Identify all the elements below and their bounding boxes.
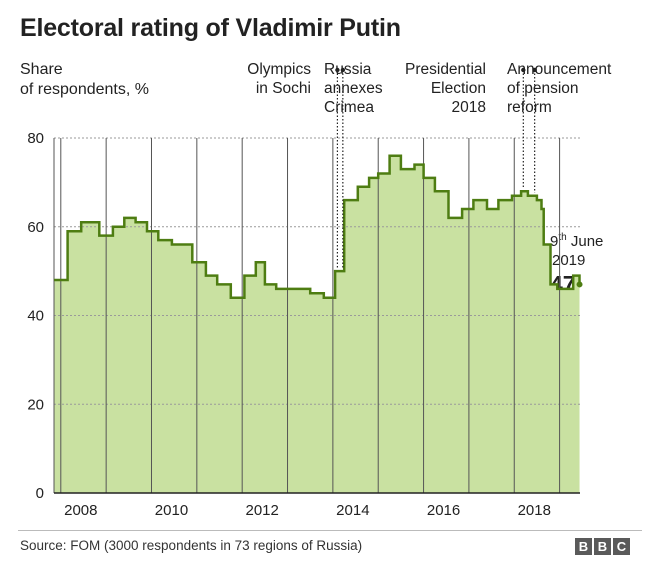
x-tick-label: 2008: [64, 502, 97, 519]
bbc-logo-letter: B: [575, 538, 592, 555]
y-tick-label: 0: [36, 485, 44, 502]
annotation-election-line: Election: [430, 80, 486, 97]
annotation-dot: [521, 67, 526, 73]
annotation-dot: [335, 67, 340, 73]
annotation-crimea: Russia annexes Crimea: [324, 60, 383, 117]
latest-point-marker: [576, 281, 583, 288]
annotation-dot: [340, 67, 346, 73]
latest-date-label: 9th June 2019: [550, 228, 603, 270]
y-tick-label: 40: [27, 308, 44, 325]
x-tick-label: 2010: [155, 502, 188, 519]
annotation-pension: Announcement of pension reform: [507, 60, 611, 117]
bbc-logo-letter: B: [594, 538, 611, 555]
x-tick-label: 2018: [518, 502, 551, 519]
annotation-olympics: Olympics in Sochi: [247, 60, 311, 98]
annotation-election: Presidential Election 2018: [405, 60, 486, 117]
y-axis-label-line-2: of respondents, %: [20, 81, 149, 98]
latest-day: 9: [550, 233, 559, 250]
latest-year: 2019: [552, 252, 586, 269]
rating-area: [54, 155, 580, 494]
annotation-olympics-line: in Sochi: [255, 80, 311, 97]
annotation-crimea-line: Crimea: [324, 99, 374, 116]
chart-title: Electoral rating of Vladimir Putin: [20, 14, 401, 42]
y-tick-label: 20: [27, 396, 44, 413]
annotation-pension-line: reform: [507, 99, 552, 116]
annotation-dot: [532, 67, 537, 73]
source-note: Source: FOM (3000 respondents in 73 regi…: [20, 538, 363, 553]
x-tick-label: 2016: [427, 502, 460, 519]
y-tick-label: 80: [27, 130, 44, 147]
annotation-crimea-line: annexes: [324, 80, 383, 97]
bbc-logo-letter: C: [613, 538, 630, 555]
x-tick-label: 2014: [336, 502, 369, 519]
annotation-crimea-line: Russia: [324, 61, 372, 78]
annotation-olympics-line: Olympics: [247, 61, 311, 78]
y-tick-label: 60: [27, 219, 44, 236]
annotation-election-line: 2018: [451, 99, 486, 116]
y-axis-label-line-1: Share: [20, 61, 63, 78]
footer-divider: [18, 530, 642, 531]
annotation-pension-line: of pension: [507, 80, 579, 97]
x-tick-label: 2012: [245, 502, 278, 519]
annotation-pension-line: Announcement: [507, 61, 612, 78]
y-axis-label: Share of respondents, %: [20, 60, 149, 100]
annotation-election-line: Presidential: [405, 61, 486, 78]
latest-month: June: [566, 233, 604, 250]
bbc-logo: B B C: [575, 538, 630, 555]
latest-day-suffix: th: [558, 232, 567, 243]
